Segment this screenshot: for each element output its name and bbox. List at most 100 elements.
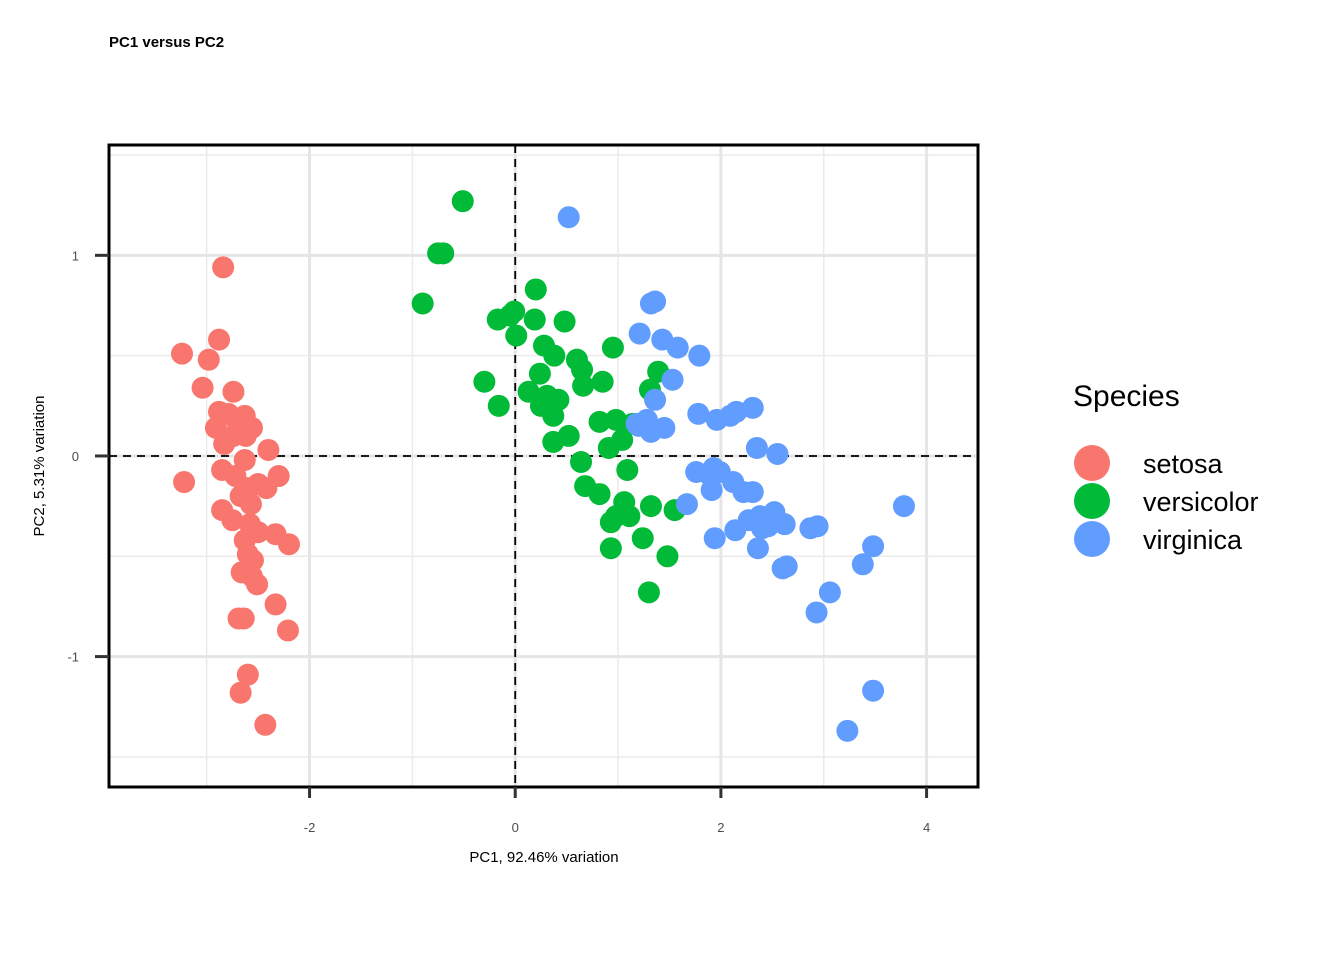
point-virginica bbox=[771, 557, 794, 580]
point-setosa bbox=[254, 713, 277, 736]
legend-key-versicolor bbox=[1074, 483, 1110, 519]
point-setosa bbox=[212, 256, 235, 279]
point-setosa bbox=[234, 424, 257, 447]
point-setosa bbox=[222, 380, 245, 403]
point-virginica bbox=[746, 537, 769, 560]
data-points bbox=[171, 190, 915, 742]
point-versicolor bbox=[605, 505, 628, 528]
legend-key-virginica bbox=[1074, 521, 1110, 557]
point-setosa bbox=[229, 681, 252, 704]
point-setosa bbox=[239, 493, 262, 516]
point-versicolor bbox=[528, 362, 551, 385]
point-versicolor bbox=[591, 370, 614, 393]
point-setosa bbox=[191, 376, 214, 399]
point-versicolor bbox=[451, 190, 474, 213]
point-versicolor bbox=[571, 358, 594, 381]
point-virginica bbox=[687, 402, 710, 425]
point-versicolor bbox=[473, 370, 496, 393]
point-virginica bbox=[745, 436, 768, 459]
point-virginica bbox=[703, 527, 726, 550]
point-virginica bbox=[741, 396, 764, 419]
point-versicolor bbox=[631, 527, 654, 550]
x-tick-label: 0 bbox=[512, 820, 519, 835]
point-setosa bbox=[277, 533, 300, 556]
legend-title: Species bbox=[1073, 380, 1180, 413]
point-setosa bbox=[213, 432, 236, 455]
point-virginica bbox=[644, 290, 667, 313]
point-versicolor bbox=[542, 404, 565, 427]
point-versicolor bbox=[542, 430, 565, 453]
point-versicolor bbox=[588, 483, 611, 506]
legend-label-versicolor: versicolor bbox=[1143, 487, 1259, 517]
point-versicolor bbox=[543, 344, 566, 367]
point-versicolor bbox=[553, 310, 576, 333]
x-tick-label: -2 bbox=[304, 820, 316, 835]
point-versicolor bbox=[523, 308, 546, 331]
legend-label-setosa: setosa bbox=[1143, 449, 1224, 479]
point-virginica bbox=[773, 513, 796, 536]
point-versicolor bbox=[616, 459, 639, 482]
plot-panel-border bbox=[107, 143, 980, 789]
point-setosa bbox=[232, 607, 255, 630]
point-virginica bbox=[666, 336, 689, 359]
point-virginica bbox=[627, 414, 650, 437]
point-virginica bbox=[700, 479, 723, 502]
point-virginica bbox=[892, 495, 915, 518]
point-virginica bbox=[806, 515, 829, 538]
point-versicolor bbox=[639, 495, 662, 518]
point-virginica bbox=[557, 206, 580, 229]
point-setosa bbox=[257, 438, 280, 461]
point-versicolor bbox=[524, 278, 547, 301]
point-versicolor bbox=[503, 300, 526, 323]
point-versicolor bbox=[588, 410, 611, 433]
point-versicolor bbox=[487, 394, 510, 417]
point-versicolor bbox=[611, 428, 634, 451]
y-tick-label: 1 bbox=[72, 248, 79, 263]
point-setosa bbox=[233, 448, 256, 471]
point-virginica bbox=[862, 679, 885, 702]
x-axis-title: PC1, 92.46% variation bbox=[469, 849, 618, 866]
point-virginica bbox=[741, 481, 764, 504]
point-setosa bbox=[246, 573, 269, 596]
y-axis-title: PC2, 5.31% variation bbox=[31, 396, 48, 537]
point-setosa bbox=[171, 342, 194, 365]
point-versicolor bbox=[605, 408, 628, 431]
point-setosa bbox=[255, 477, 278, 500]
point-versicolor bbox=[637, 581, 660, 604]
x-tick-label: 2 bbox=[717, 820, 724, 835]
point-virginica bbox=[851, 553, 874, 576]
point-versicolor bbox=[599, 537, 622, 560]
point-versicolor bbox=[432, 242, 455, 265]
x-tick-label: 4 bbox=[923, 820, 930, 835]
y-tick-label: 0 bbox=[72, 449, 79, 464]
point-setosa bbox=[221, 509, 244, 532]
point-versicolor bbox=[505, 324, 528, 347]
point-virginica bbox=[836, 719, 859, 742]
point-setosa bbox=[264, 593, 287, 616]
y-tick-label: -1 bbox=[67, 650, 79, 665]
point-setosa bbox=[208, 328, 231, 351]
chart-title: PC1 versus PC2 bbox=[109, 34, 224, 51]
point-virginica bbox=[862, 535, 885, 558]
x-axis-ticks: -2 0 2 4 bbox=[304, 787, 930, 835]
point-virginica bbox=[644, 388, 667, 411]
point-versicolor bbox=[656, 545, 679, 568]
y-axis-ticks: -1 0 1 bbox=[67, 248, 109, 665]
legend-key-setosa bbox=[1074, 445, 1110, 481]
point-setosa bbox=[197, 348, 220, 371]
point-versicolor bbox=[411, 292, 434, 315]
point-setosa bbox=[276, 619, 299, 642]
point-virginica bbox=[725, 400, 748, 423]
point-virginica bbox=[688, 344, 711, 367]
point-virginica bbox=[675, 493, 698, 516]
series-versicolor bbox=[411, 190, 686, 604]
point-setosa bbox=[236, 663, 259, 686]
legend-label-virginica: virginica bbox=[1143, 525, 1243, 555]
series-setosa bbox=[171, 256, 300, 736]
point-versicolor bbox=[601, 336, 624, 359]
point-virginica bbox=[661, 368, 684, 391]
point-virginica bbox=[766, 442, 789, 465]
point-virginica bbox=[724, 519, 747, 542]
point-virginica bbox=[628, 322, 651, 345]
